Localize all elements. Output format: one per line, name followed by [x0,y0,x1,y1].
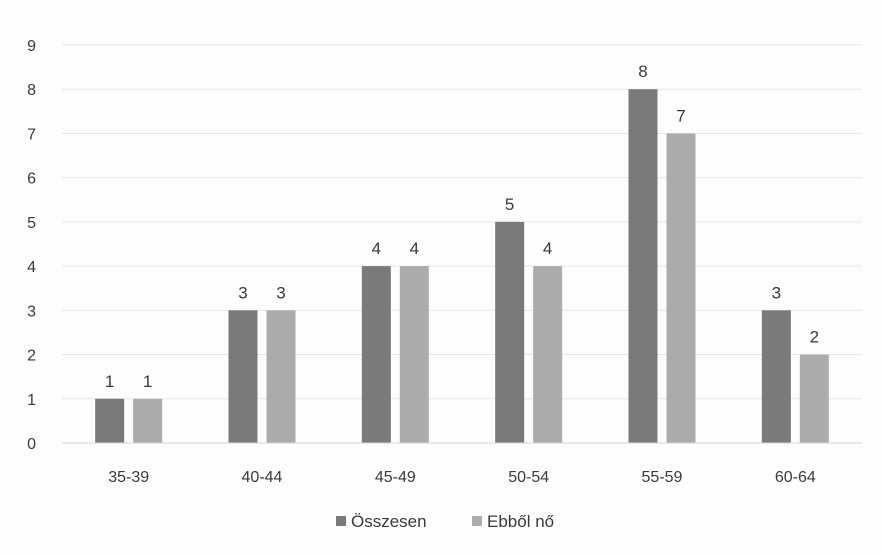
bar-osszesen-60-64 [761,310,791,443]
x-tick-label: 50-54 [508,469,549,486]
x-tick-label: 55-59 [642,469,683,486]
x-axis-ticks: 35-39 40-44 45-49 50-54 55-59 60-64 [108,469,816,486]
y-tick-label: 1 [27,392,36,409]
bar-ebbol-no-50-54 [533,266,563,443]
y-tick-label: 2 [27,348,36,365]
data-label: 1 [143,372,152,391]
data-label: 7 [676,106,685,125]
data-label: 4 [543,239,552,258]
bar-ebbol-no-40-44 [266,310,296,443]
bar-ebbol-no-60-64 [799,354,829,443]
data-label: 3 [276,283,285,302]
bar-osszesen-55-59 [628,89,658,443]
x-tick-label: 40-44 [242,469,283,486]
data-label: 5 [505,195,514,214]
data-label: 1 [105,372,114,391]
y-tick-label: 0 [27,436,36,453]
bars [95,89,829,443]
legend-label: Összesen [351,512,427,531]
y-tick-label: 4 [27,259,36,276]
x-tick-label: 60-64 [775,469,816,486]
data-label: 4 [410,239,419,258]
y-tick-label: 9 [27,38,36,55]
bar-ebbol-no-35-39 [133,398,163,443]
gridlines [62,44,862,400]
y-axis-ticks: 0 1 2 3 4 5 6 7 8 9 [27,38,36,453]
y-tick-label: 6 [27,171,36,188]
data-labels: 1 1 3 3 4 4 5 4 8 7 3 2 [105,62,819,391]
bar-ebbol-no-55-59 [666,133,696,443]
legend-swatch [472,516,482,526]
y-tick-label: 8 [27,82,36,99]
bar-osszesen-50-54 [495,221,525,443]
bar-osszesen-40-44 [228,310,258,443]
bar-ebbol-no-45-49 [399,266,429,443]
y-tick-label: 3 [27,303,36,320]
x-tick-label: 35-39 [108,469,149,486]
bar-osszesen-35-39 [95,398,125,443]
y-tick-label: 7 [27,126,36,143]
legend: Összesen Ebből nő [336,512,554,531]
data-label: 8 [638,62,647,81]
legend-swatch [336,516,346,526]
x-tick-label: 45-49 [375,469,416,486]
data-label: 3 [238,283,247,302]
y-tick-label: 5 [27,215,36,232]
legend-label: Ebből nő [487,512,554,531]
data-label: 3 [772,283,781,302]
bar-osszesen-45-49 [361,266,391,443]
data-label: 4 [372,239,381,258]
data-label: 2 [810,328,819,347]
